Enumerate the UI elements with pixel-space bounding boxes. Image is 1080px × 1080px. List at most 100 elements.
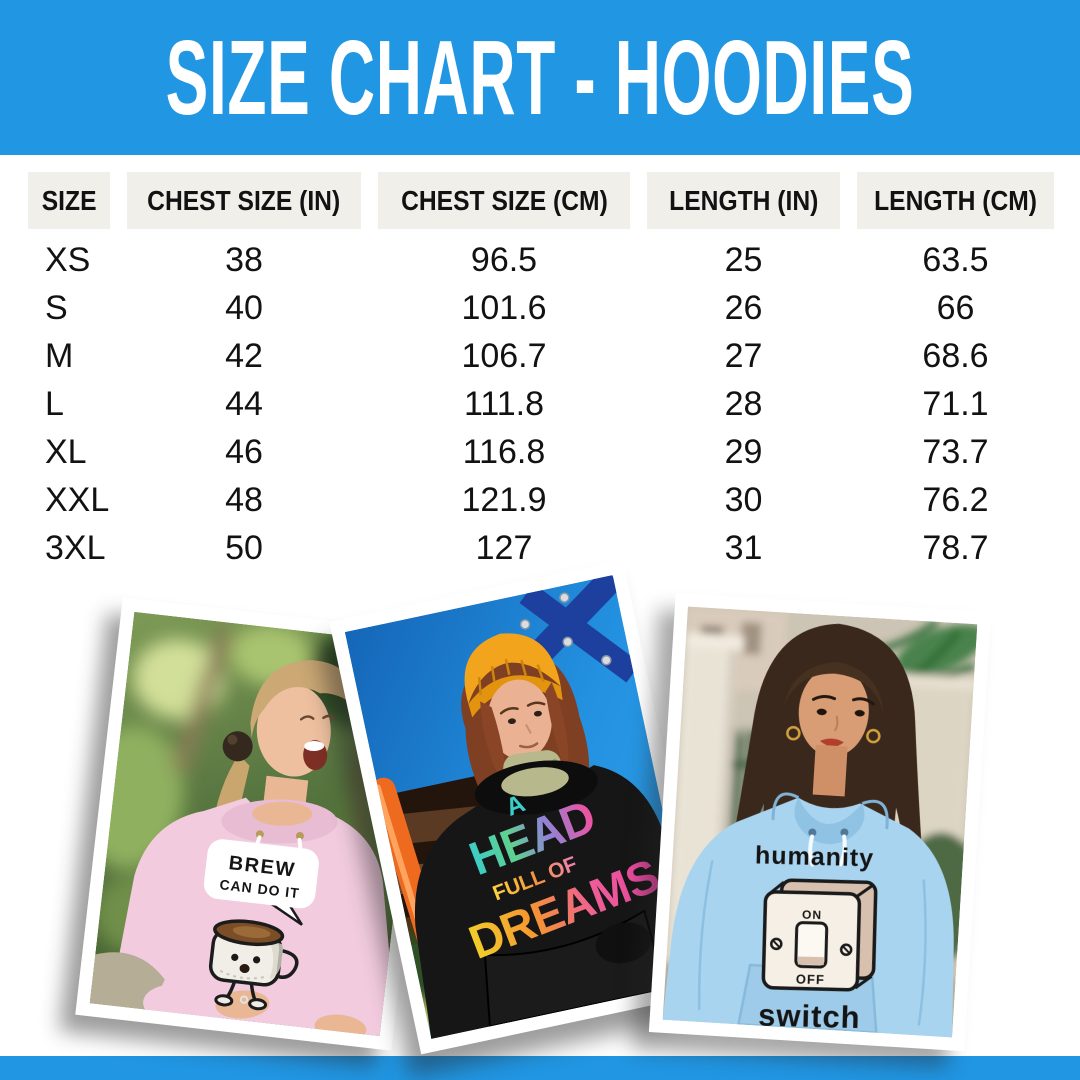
cell-length-cm: 71.1: [922, 384, 989, 423]
table-row: 3XL 50 127 31 78.7: [28, 524, 1056, 572]
switch-on-label: ON: [802, 908, 822, 923]
polaroid-pink-hoodie: BREW CAN DO IT: [75, 597, 439, 1051]
switch-off-label: OFF: [796, 971, 825, 987]
banner: SIZE CHART - HOODIES: [0, 0, 1080, 155]
cell-size: XXL: [45, 480, 110, 519]
mug-eye: [253, 956, 261, 964]
hair-strand: [545, 682, 569, 775]
cell-size: S: [45, 288, 68, 327]
switch-toggle: [794, 921, 829, 969]
coffee-mug-graphic: [208, 919, 299, 1011]
cell-length-in: 30: [724, 480, 763, 519]
mouth: [519, 742, 539, 749]
cell-size: XS: [45, 240, 91, 279]
rivet: [601, 655, 612, 666]
brow: [526, 701, 546, 707]
eye: [507, 718, 516, 725]
mug-eye: [231, 953, 239, 961]
cell-chest-cm: 127: [475, 528, 533, 567]
cell-size: L: [45, 384, 64, 423]
mug-foot: [248, 998, 268, 1011]
brow: [811, 695, 837, 701]
plate-edges: [768, 880, 875, 990]
col-header-length-in: LENGTH (IN): [647, 172, 840, 229]
table-row: M 42 106.7 27 68.6: [28, 332, 1056, 380]
beanie-ribs: [477, 658, 545, 696]
table-row: S 40 101.6 26 66: [28, 284, 1056, 332]
design-text-switch: switch: [758, 997, 861, 1035]
eye: [533, 710, 542, 717]
cell-length-in: 28: [724, 384, 763, 423]
face: [798, 666, 869, 757]
polaroid-black-hoodie: A HEAD FULL OF DREAMS: [329, 559, 715, 1055]
blonde-hair: [250, 660, 363, 738]
cell-chest-cm: 101.6: [461, 288, 547, 327]
cell-size: 3XL: [45, 528, 106, 567]
neck: [812, 744, 848, 797]
mug-shading: [266, 938, 284, 980]
mug-mouth: [239, 964, 250, 974]
grommet: [840, 828, 849, 837]
eye: [816, 708, 827, 716]
design-text-humanity: humanity: [755, 841, 875, 872]
col-header-length-cm: LENGTH (CM): [857, 172, 1054, 229]
table-row: XL 46 116.8 29 73.7: [28, 428, 1056, 476]
stitching: [219, 969, 269, 980]
cell-chest-cm: 121.9: [461, 480, 547, 519]
turtleneck-visible: [501, 767, 569, 797]
red-lips: [819, 738, 844, 747]
speech-bubble-design: BREW CAN DO IT: [203, 839, 319, 926]
orange-beanie: [464, 633, 561, 704]
coffee-swirl: [232, 926, 271, 938]
page-title: SIZE CHART - HOODIES: [165, 18, 915, 137]
pink-hoodie-illustration: BREW CAN DO IT: [89, 611, 425, 1037]
cell-chest-in: 40: [225, 288, 263, 327]
brow: [852, 697, 875, 706]
cell-length-cm: 76.2: [922, 480, 989, 519]
cell-length-cm: 66: [936, 288, 975, 327]
brow: [499, 706, 519, 715]
cell-size: XL: [45, 432, 87, 471]
size-table: SIZE CHEST SIZE (IN) CHEST SIZE (CM) LEN…: [28, 172, 1056, 572]
nose: [833, 715, 839, 732]
rivet: [562, 636, 573, 648]
photo-blue-hoodie: humanity ON OFF switch: [662, 606, 978, 1038]
cell-length-cm: 73.7: [922, 432, 989, 471]
cell-length-in: 25: [724, 240, 763, 279]
cell-length-in: 29: [724, 432, 763, 471]
chest-skin: [252, 801, 313, 826]
toggle-shade: [797, 956, 824, 966]
mug-foot: [214, 994, 234, 1007]
cell-size: M: [45, 336, 74, 375]
polaroid-blue-hoodie: humanity ON OFF switch: [648, 592, 992, 1052]
cell-length-in: 26: [724, 288, 763, 327]
pink-hoodie: [109, 797, 390, 1037]
table-row: XS 38 96.5 25 63.5: [28, 236, 1056, 284]
eye: [854, 710, 865, 717]
cell-chest-in: 44: [225, 384, 263, 423]
cell-chest-cm: 96.5: [470, 240, 538, 279]
ring: [239, 995, 249, 1004]
cell-chest-in: 48: [225, 480, 263, 519]
table-header-row: SIZE CHEST SIZE (IN) CHEST SIZE (CM) LEN…: [28, 172, 1056, 229]
cell-chest-cm: 111.8: [463, 384, 545, 423]
grommet: [295, 831, 304, 840]
sleeve-seams: [697, 860, 927, 1026]
cell-chest-in: 38: [225, 240, 263, 279]
hoop-earring: [786, 725, 801, 741]
drawstring: [808, 834, 815, 867]
table-row: XXL 48 121.9 30 76.2: [28, 476, 1056, 524]
cell-chest-cm: 106.7: [461, 336, 547, 375]
beanie-band: [468, 675, 563, 718]
mug-handle: [273, 948, 299, 979]
hair-strand: [480, 701, 508, 790]
drawstring: [838, 834, 847, 867]
cell-chest-cm: 116.8: [462, 432, 546, 471]
eye-left: [299, 715, 315, 721]
teeth: [304, 740, 325, 751]
eye-right: [322, 714, 336, 721]
woman-figure: [89, 660, 390, 1037]
hand-in-pocket: [595, 922, 652, 964]
cell-length-cm: 78.7: [922, 528, 989, 567]
face: [487, 679, 552, 760]
